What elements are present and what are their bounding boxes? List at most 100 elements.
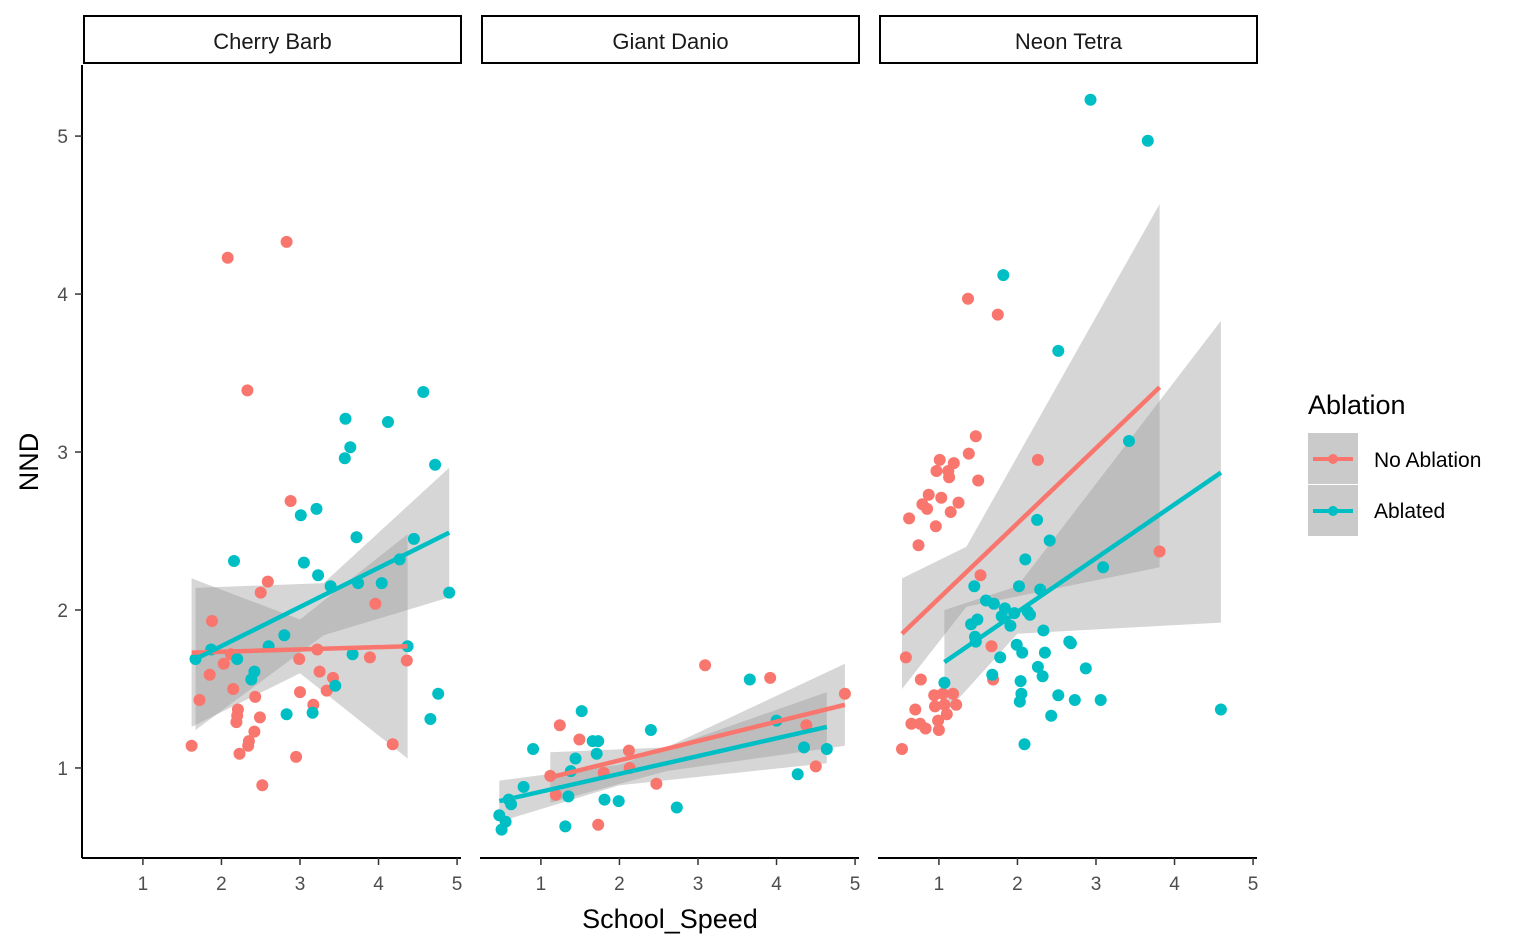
data-point-ablated [1068,694,1081,706]
data-point-no-ablation [650,777,663,790]
panel-cherry-barb: Cherry Barb 1 2 3 4 5 [82,15,462,895]
data-point-no-ablation [896,743,908,755]
y-tick-label: 1 [57,759,68,780]
legend-dot-no-ablation [1328,454,1338,464]
x-tick-label: 4 [771,874,782,895]
data-point-no-ablation [313,665,326,678]
facet-strip-label: Cherry Barb [213,29,332,54]
data-point-ablated [968,580,981,593]
fit-line-no-ablation [549,702,846,780]
data-point-ablated [1019,553,1032,566]
data-point-ablated [248,665,261,678]
y-tick-label: 5 [57,127,68,148]
data-point-no-ablation [800,719,813,732]
y-axis-title: NND [14,433,44,492]
data-point-no-ablation [293,653,306,665]
data-point-no-ablation [193,694,206,706]
data-point-ablated [559,820,572,833]
data-point-ablated [1013,580,1025,593]
fit-line-no-ablation [191,644,408,655]
data-point-ablated [517,780,530,793]
data-point-ablated [1016,646,1029,659]
data-point-no-ablation [363,651,376,664]
data-point-ablated [1052,344,1065,357]
data-point-ablated [798,741,810,754]
data-point-no-ablation [952,496,965,509]
data-point-ablated [1052,689,1065,702]
data-point-ablated [339,412,352,425]
data-point-no-ablation [242,735,255,748]
data-point-no-ablation [369,597,382,610]
data-point-ablated [612,795,625,808]
x-tick-label: 1 [934,874,945,895]
data-point-ablated [329,679,342,692]
data-point-no-ablation [227,683,240,695]
x-tick-label: 2 [614,874,625,895]
fit-line-ablated [943,470,1223,664]
x-tick-label: 1 [138,874,149,895]
data-point-ablated [1084,93,1097,106]
data-point-ablated [432,687,445,700]
data-point-ablated [297,556,310,569]
data-point-no-ablation [947,687,959,700]
panel-neon-tetra: Neon Tetra 1 2 3 4 5 [878,15,1258,895]
data-point-ablated [499,815,512,828]
x-tick-label: 3 [295,874,306,895]
data-point-ablated [1123,435,1135,447]
data-point-ablated [1141,134,1154,147]
data-point-ablated [987,597,1000,610]
data-point-no-ablation [1031,453,1044,466]
x-tick-label: 4 [1169,874,1180,895]
data-point-no-ablation [921,502,934,515]
y-tick-label: 3 [57,443,68,464]
data-point-no-ablation [947,457,960,470]
data-point-ablated [278,629,291,642]
data-point-no-ablation [903,512,916,525]
data-point-no-ablation [905,717,918,730]
data-point-ablated [644,724,657,736]
data-point-no-ablation [919,722,932,735]
data-point-no-ablation [248,725,261,738]
data-point-ablated [382,416,394,428]
data-point-ablated [527,743,540,755]
x-tick-label: 1 [536,874,547,895]
data-point-ablated [743,673,756,686]
data-point-ablated [1045,709,1058,722]
data-point-ablated [429,458,442,471]
data-point-no-ablation [699,659,712,672]
legend-label-ablated: Ablated [1374,500,1445,523]
data-point-no-ablation [899,651,912,664]
data-point-ablated [820,743,833,755]
data-point-ablated [1094,694,1107,706]
data-point-ablated [562,790,575,803]
data-point-no-ablation [764,671,777,684]
data-point-ablated [986,668,999,681]
data-point-ablated [791,768,804,781]
data-point-ablated [417,386,430,398]
data-point-ablated [424,713,437,725]
data-point-ablated [1024,608,1036,621]
data-point-ablated [1038,646,1051,659]
data-point-ablated [1031,660,1044,673]
x-tick-label: 2 [216,874,227,895]
data-point-no-ablation [294,686,306,699]
data-point-ablated [1064,637,1077,650]
data-point-no-ablation [940,708,953,721]
data-point-no-ablation [592,818,605,831]
data-point-no-ablation [809,760,822,773]
data-point-no-ablation [573,733,586,746]
data-point-no-ablation [253,711,266,724]
data-point-no-ablation [969,430,982,443]
data-point-ablated [1037,624,1050,637]
x-axis-title: School_Speed [582,904,758,934]
data-point-ablated [971,613,984,626]
data-point-no-ablation [206,615,218,627]
data-point-ablated [998,602,1011,615]
confidence-band-ablated [499,692,827,822]
data-point-no-ablation [231,703,244,716]
data-point-no-ablation [241,384,254,397]
data-point-no-ablation [386,738,399,751]
